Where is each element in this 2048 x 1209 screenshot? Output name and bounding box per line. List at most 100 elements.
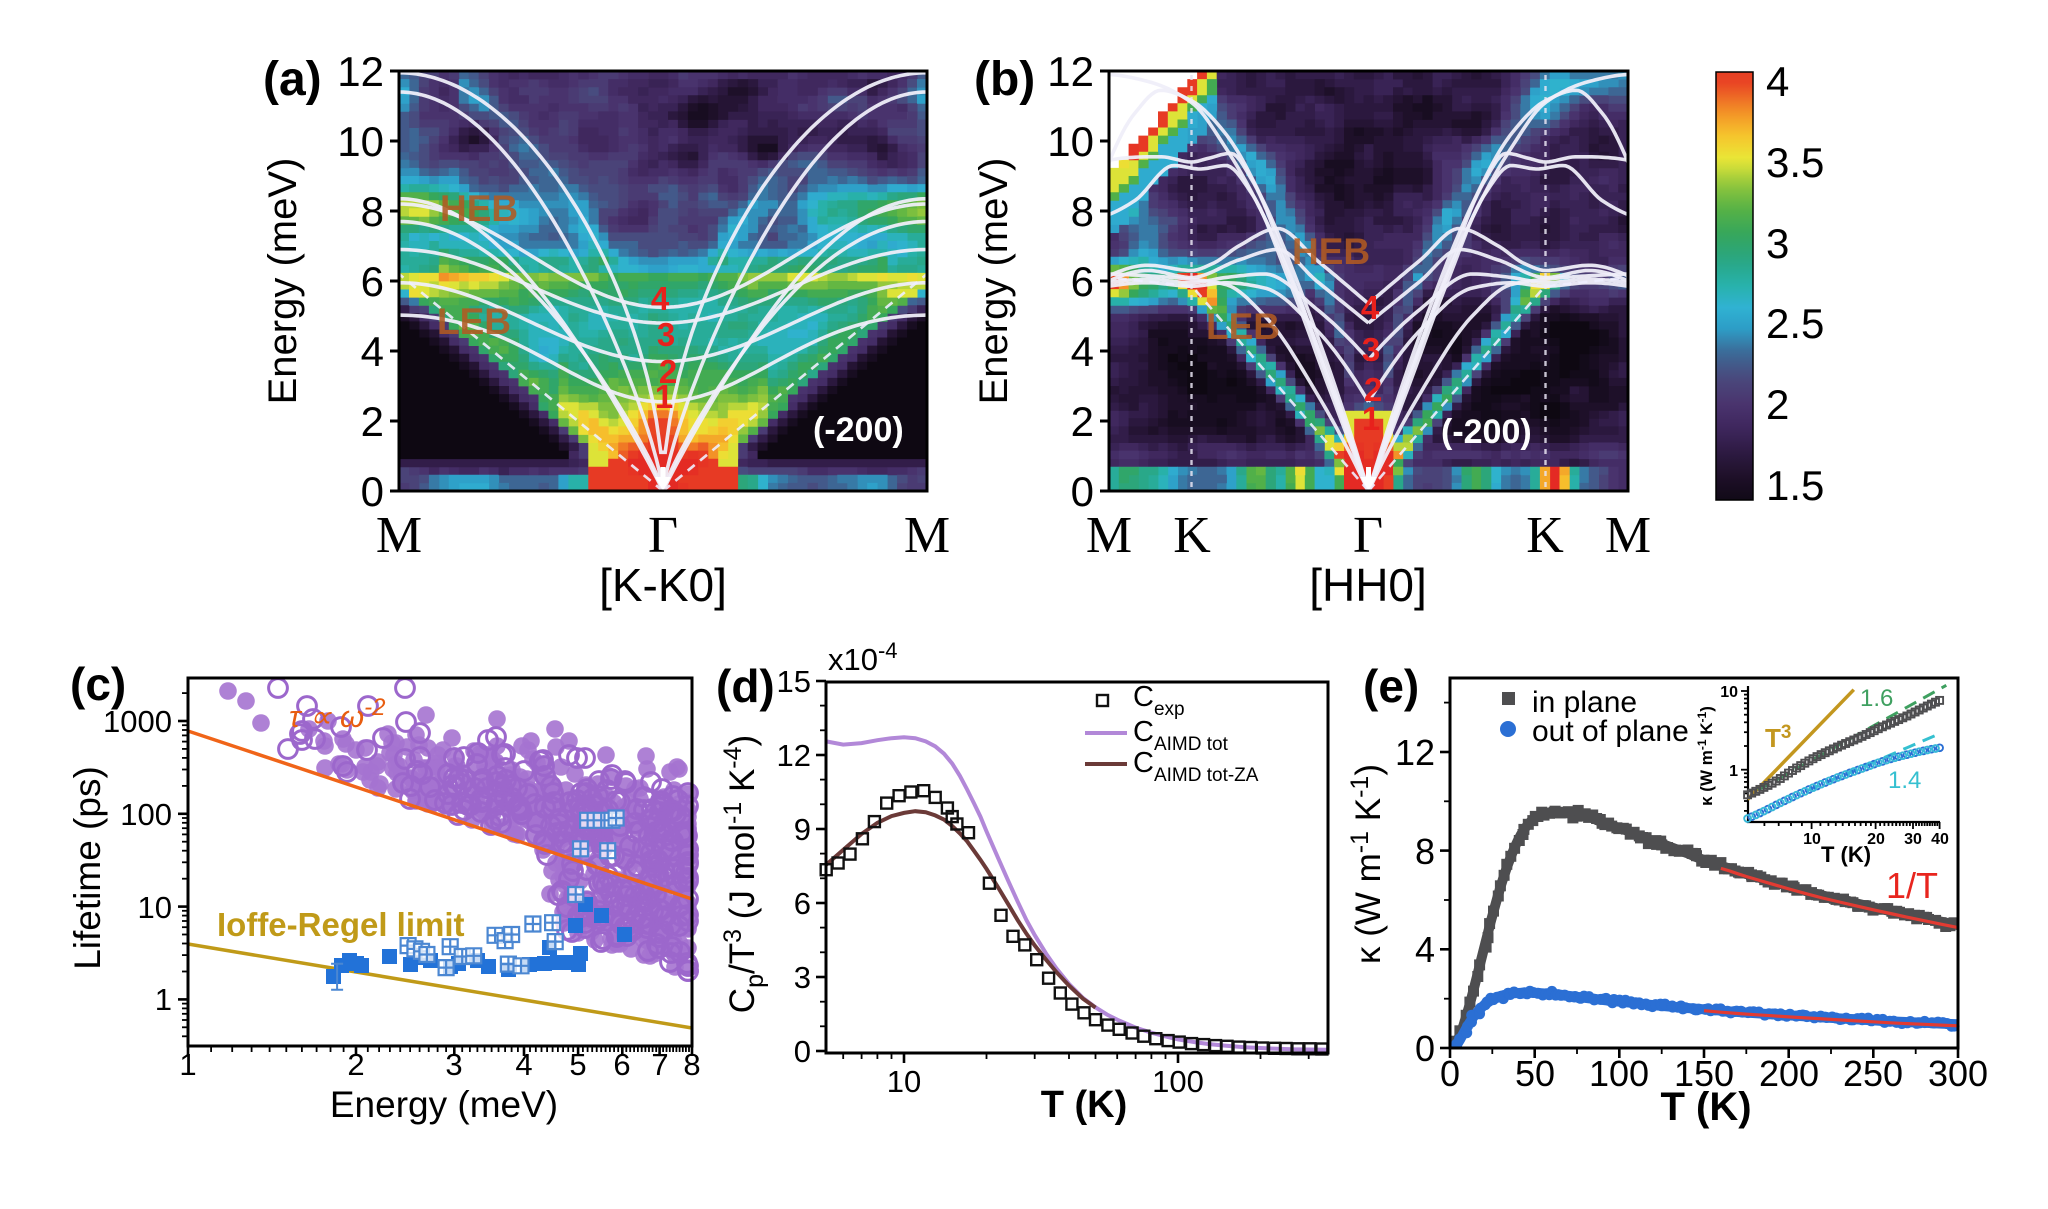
svg-text:HEB: HEB [1292,231,1370,272]
svg-text:9: 9 [794,812,811,847]
svg-text:3: 3 [1766,220,1789,267]
svg-text:3: 3 [657,316,675,353]
svg-text:LEB: LEB [1206,306,1280,347]
svg-text:[K-K0]: [K-K0] [599,559,727,611]
svg-text:M: M [376,507,422,564]
svg-text:HEB: HEB [440,188,518,229]
svg-text:7: 7 [651,1047,668,1082]
svg-text:8: 8 [1071,188,1094,235]
svg-text:1.5: 1.5 [1766,462,1824,509]
svg-text:(d): (d) [716,660,775,712]
svg-text:1: 1 [155,982,172,1017]
svg-text:100: 100 [1589,1053,1649,1094]
svg-text:3: 3 [1362,331,1380,368]
svg-text:10: 10 [1720,684,1738,701]
svg-text:4: 4 [1361,289,1380,326]
svg-text:2: 2 [659,353,677,390]
svg-text:2.5: 2.5 [1766,300,1824,347]
svg-text:200: 200 [1759,1053,1819,1094]
svg-text:8: 8 [1415,831,1435,872]
svg-text:12: 12 [777,738,811,773]
svg-text:3.5: 3.5 [1766,139,1824,186]
svg-text:250: 250 [1843,1053,1903,1094]
svg-text:T (K): T (K) [1660,1085,1751,1129]
svg-text:M: M [1605,507,1651,564]
svg-text:Energy (meV): Energy (meV) [261,158,305,405]
svg-text:6: 6 [361,258,384,305]
svg-text:12: 12 [1047,48,1094,95]
svg-text:τ ∝ ω-2: τ ∝ ω-2 [289,694,385,734]
svg-text:0: 0 [794,1034,811,1069]
svg-text:(e): (e) [1363,660,1419,712]
svg-text:(c): (c) [70,658,126,710]
svg-text:LEB: LEB [437,301,511,342]
svg-text:Cp/T3 (J mol-1 K-4): Cp/T3 (J mol-1 K-4) [719,735,769,1013]
svg-text:50: 50 [1515,1053,1555,1094]
svg-text:4: 4 [1415,929,1435,970]
svg-text:12: 12 [337,48,384,95]
svg-text:Lifetime (ps): Lifetime (ps) [67,766,108,970]
svg-text:10: 10 [1803,831,1821,848]
svg-text:4: 4 [651,280,670,317]
svg-text:1: 1 [1729,763,1738,780]
svg-text:100: 100 [120,797,172,832]
svg-text:[HH0]: [HH0] [1309,559,1427,611]
svg-text:3: 3 [445,1047,462,1082]
svg-text:4: 4 [1766,58,1789,105]
svg-text:150: 150 [1674,1053,1734,1094]
svg-text:Γ: Γ [648,507,678,564]
svg-text:1: 1 [655,378,673,415]
svg-text:40: 40 [1931,831,1949,848]
svg-text:0: 0 [1440,1053,1460,1094]
svg-text:6: 6 [613,1047,630,1082]
svg-text:30: 30 [1904,831,1922,848]
svg-text:in plane: in plane [1532,686,1637,719]
svg-text:1: 1 [179,1047,196,1082]
svg-text:2: 2 [361,398,384,445]
svg-text:3: 3 [794,960,811,995]
svg-text:1.4: 1.4 [1888,767,1921,794]
svg-text:1000: 1000 [103,704,172,739]
svg-text:Ioffe-Regel limit: Ioffe-Regel limit [217,906,465,943]
svg-text:4: 4 [361,328,384,375]
svg-text:(a): (a) [263,53,322,106]
svg-text:5: 5 [569,1047,586,1082]
svg-text:K: K [1526,507,1564,564]
svg-text:2: 2 [1364,371,1382,408]
svg-text:8: 8 [683,1047,700,1082]
svg-text:2: 2 [347,1047,364,1082]
svg-text:0: 0 [1415,1028,1435,1069]
svg-text:300: 300 [1928,1053,1988,1094]
svg-text:2: 2 [1071,398,1094,445]
svg-text:4: 4 [1071,328,1094,375]
svg-text:8: 8 [361,188,384,235]
svg-text:T (K): T (K) [1041,1084,1128,1126]
svg-text:out of plane: out of plane [1532,715,1689,748]
svg-text:1.6: 1.6 [1860,685,1893,712]
svg-text:Energy (meV): Energy (meV) [972,158,1016,405]
svg-text:100: 100 [1152,1064,1204,1099]
svg-text:Γ: Γ [1353,507,1383,564]
svg-text:6: 6 [1071,258,1094,305]
svg-text:κ (W m-1 K-1): κ (W m-1 K-1) [1695,706,1716,806]
svg-text:(-200): (-200) [813,411,904,449]
svg-text:T (K): T (K) [1821,842,1871,867]
svg-text:M: M [904,507,950,564]
svg-text:K: K [1173,507,1211,564]
svg-text:(-200): (-200) [1441,413,1532,451]
svg-text:10: 10 [337,118,384,165]
svg-text:12: 12 [1395,732,1435,773]
svg-text:(b): (b) [974,53,1035,106]
svg-text:6: 6 [794,886,811,921]
svg-text:10: 10 [138,890,172,925]
svg-text:0: 0 [1071,468,1094,515]
svg-text:10: 10 [1047,118,1094,165]
svg-text:15: 15 [777,664,811,699]
svg-text:4: 4 [515,1047,532,1082]
svg-text:2: 2 [1766,381,1789,428]
svg-text:Energy (meV): Energy (meV) [330,1084,558,1125]
svg-text:0: 0 [361,468,384,515]
svg-text:20: 20 [1867,831,1885,848]
svg-text:1: 1 [1362,400,1380,437]
svg-text:10: 10 [887,1064,921,1099]
